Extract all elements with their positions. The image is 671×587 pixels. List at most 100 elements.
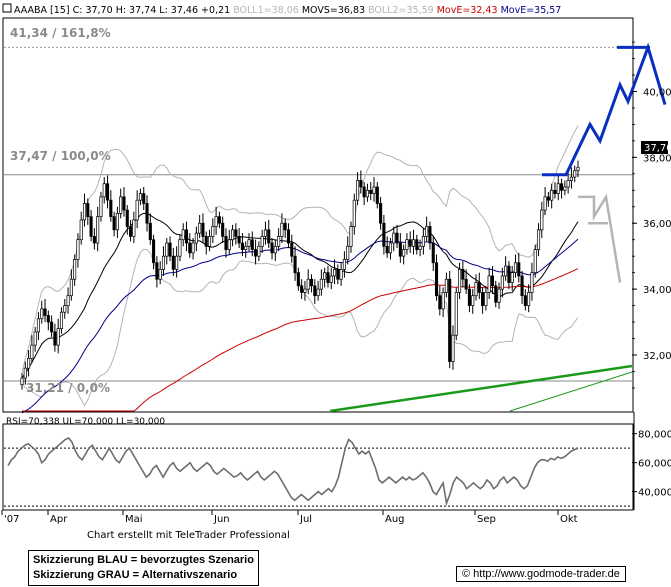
- candle-body: [260, 236, 264, 247]
- candle-body: [240, 242, 244, 250]
- candle-body: [234, 229, 238, 237]
- candle-body: [490, 275, 495, 287]
- fib-label-161: 41,34 / 161,8%: [10, 26, 111, 40]
- candle-body: [365, 189, 369, 198]
- candle-body: [418, 245, 422, 250]
- candle-body: [33, 331, 37, 346]
- candle-body: [332, 269, 337, 277]
- candle-body: [388, 242, 393, 254]
- candle-body: [237, 236, 241, 244]
- candle-body: [145, 203, 149, 224]
- candle-body: [198, 222, 202, 234]
- candle-body: [323, 272, 327, 280]
- candle-body: [346, 245, 350, 260]
- candle-body: [125, 209, 129, 227]
- candle-body: [36, 318, 40, 333]
- scenario-grey: Skizzierung GRAU = Alternativszenario: [33, 569, 238, 581]
- candle-body: [122, 196, 126, 211]
- x-tick-label: Mai: [125, 514, 143, 525]
- candle-body: [184, 229, 189, 244]
- candle-body: [231, 229, 235, 241]
- candle-body: [342, 259, 346, 270]
- copyright-box[interactable]: © http://www.godmode-trader.de: [456, 566, 626, 582]
- candle-body: [569, 176, 573, 181]
- candle-body: [425, 226, 429, 237]
- x-tick-label: '07: [4, 514, 19, 525]
- candle-body: [105, 183, 110, 201]
- scenario-grey-path: [578, 193, 622, 283]
- header-close: C: 37,70: [73, 5, 113, 16]
- copyright-link[interactable]: http://www.godmode-trader.de: [473, 568, 620, 580]
- price-panel: [2, 17, 634, 413]
- candle-body: [165, 242, 169, 257]
- candle-body: [517, 262, 521, 277]
- candle-body: [20, 377, 24, 385]
- rsi-tick-label: 40,000: [638, 488, 671, 499]
- candle-body: [316, 288, 320, 297]
- candle-body: [507, 265, 511, 283]
- candle-body: [536, 229, 541, 250]
- candle-body: [148, 222, 152, 241]
- candle-body: [102, 183, 106, 198]
- header-low: L: 37,46: [159, 5, 198, 16]
- candle-body: [458, 269, 462, 293]
- candle-body: [283, 222, 287, 231]
- candle-body: [467, 288, 471, 306]
- candle-body: [92, 236, 96, 244]
- chart-header: AAABA [15] C: 37,70 H: 37,74 L: 37,46 +0…: [2, 3, 561, 16]
- candle-body: [434, 262, 439, 297]
- candle-body: [481, 292, 485, 306]
- y-tick-label: 40,00: [643, 87, 671, 98]
- candle-body: [250, 239, 254, 250]
- candle-body: [553, 189, 557, 194]
- candle-body: [441, 292, 445, 310]
- candle-body: [510, 272, 514, 283]
- chart-credit: Chart erstellt mit TeleTrader Profession…: [87, 530, 290, 541]
- candle-body: [448, 278, 452, 362]
- rsi-header: RSI=70,338 UL=70,000 LL=30,000: [6, 417, 165, 427]
- candle-body: [392, 232, 396, 244]
- candle-body: [352, 199, 356, 227]
- candle-body: [181, 229, 185, 241]
- x-tick-label: Sep: [477, 514, 496, 525]
- candle-body: [63, 305, 67, 313]
- fib-label-100: 37,47 / 100,0%: [10, 149, 111, 163]
- y-tick-label: 36,00: [643, 219, 671, 230]
- candle-body: [369, 189, 373, 194]
- bollinger-lower: [21, 248, 579, 407]
- svg-text:AAABA [15] C: 37,70 H: 37,74 L: AAABA [15] C: 37,70 H: 37,74 L: 37,46 +0…: [14, 5, 561, 16]
- candle-body: [395, 232, 399, 244]
- candle-body: [79, 219, 83, 241]
- candle-body: [132, 219, 136, 237]
- scenario-legend: Skizzierung BLAU = bevorzugtes Szenario …: [28, 550, 259, 586]
- x-tick-label: Aug: [385, 514, 405, 525]
- candle-body: [313, 285, 317, 297]
- price-badge-box: [641, 141, 668, 154]
- candle-body: [474, 282, 478, 297]
- candle-body: [86, 203, 90, 217]
- header-high: H: 37,74: [116, 5, 157, 16]
- candle-body: [273, 245, 277, 254]
- candle-body: [504, 265, 508, 277]
- candle-body: [46, 315, 50, 323]
- candle-body: [247, 239, 251, 247]
- candle-body: [99, 196, 103, 217]
- candle-body: [487, 275, 491, 293]
- header-change: +0,21: [201, 5, 230, 16]
- candle-body: [142, 193, 146, 204]
- header-boll1: BOLL1=38,06: [233, 5, 299, 16]
- candle-body: [178, 239, 182, 257]
- header-movs: MOVS=36,83: [302, 5, 365, 16]
- header-square: [2, 3, 12, 13]
- candle-body: [356, 180, 360, 201]
- copyright-icon: ©: [462, 568, 471, 580]
- candle-body: [119, 196, 123, 214]
- candle-body: [339, 269, 343, 280]
- candle-body: [254, 249, 258, 257]
- candle-body: [194, 232, 198, 244]
- scenario-blue: Skizzierung BLAU = bevorzugtes Szenario: [33, 554, 254, 566]
- candle-body: [556, 183, 560, 194]
- candle-body: [428, 226, 432, 244]
- candle-body: [214, 216, 218, 227]
